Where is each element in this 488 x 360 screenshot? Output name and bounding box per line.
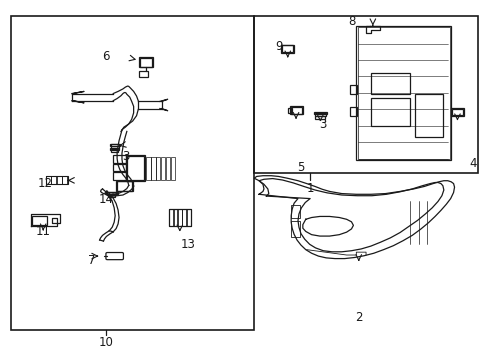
Bar: [169, 208, 191, 226]
Bar: [107, 192, 116, 195]
Bar: [113, 172, 125, 180]
Bar: [281, 45, 293, 53]
Bar: [370, 98, 409, 126]
Bar: [108, 195, 115, 197]
Bar: [125, 155, 145, 181]
Text: 10: 10: [98, 336, 113, 349]
Text: 2: 2: [354, 311, 362, 324]
Bar: [357, 27, 449, 159]
Bar: [111, 149, 118, 152]
Bar: [350, 85, 357, 94]
Bar: [290, 221, 299, 237]
Bar: [356, 26, 450, 160]
Bar: [126, 156, 144, 180]
Bar: [169, 208, 173, 226]
Bar: [315, 116, 325, 118]
Bar: [46, 176, 51, 184]
Bar: [11, 16, 254, 330]
Bar: [173, 208, 177, 226]
Bar: [156, 157, 160, 180]
Bar: [290, 107, 301, 113]
Text: 8: 8: [347, 14, 354, 27]
Bar: [170, 157, 175, 180]
Bar: [46, 176, 67, 184]
Bar: [62, 176, 67, 184]
Bar: [290, 205, 299, 217]
Bar: [161, 157, 165, 180]
Bar: [110, 144, 119, 146]
Bar: [165, 157, 170, 180]
Text: 13: 13: [181, 238, 196, 251]
Text: 3: 3: [319, 118, 326, 131]
Bar: [139, 58, 153, 67]
Bar: [111, 144, 118, 148]
Bar: [51, 176, 56, 184]
Bar: [178, 208, 182, 226]
Bar: [451, 109, 462, 115]
Bar: [450, 108, 463, 116]
Bar: [186, 208, 190, 226]
Bar: [182, 208, 186, 226]
Bar: [414, 94, 442, 137]
Text: 6: 6: [102, 50, 109, 63]
Bar: [116, 181, 133, 192]
Bar: [113, 163, 125, 171]
Text: 9: 9: [274, 40, 282, 53]
Bar: [57, 176, 61, 184]
Bar: [350, 107, 357, 116]
Text: 14: 14: [98, 193, 113, 206]
Bar: [287, 108, 291, 113]
Text: 5: 5: [296, 161, 304, 174]
Bar: [32, 216, 46, 225]
Text: 7: 7: [87, 254, 95, 267]
Bar: [106, 192, 117, 194]
Text: 12: 12: [38, 177, 53, 190]
Bar: [146, 157, 150, 180]
Bar: [113, 155, 125, 163]
Bar: [140, 58, 152, 67]
Bar: [282, 45, 292, 53]
Text: 3: 3: [122, 150, 129, 163]
Text: 11: 11: [35, 225, 50, 238]
Bar: [138, 71, 148, 77]
Bar: [254, 16, 477, 173]
Bar: [151, 157, 155, 180]
Bar: [110, 148, 119, 150]
Text: 1: 1: [306, 183, 313, 195]
Text: 4: 4: [468, 157, 476, 170]
Bar: [289, 107, 302, 114]
Bar: [314, 113, 325, 116]
Bar: [370, 73, 409, 94]
Bar: [117, 181, 132, 191]
Bar: [313, 112, 326, 114]
